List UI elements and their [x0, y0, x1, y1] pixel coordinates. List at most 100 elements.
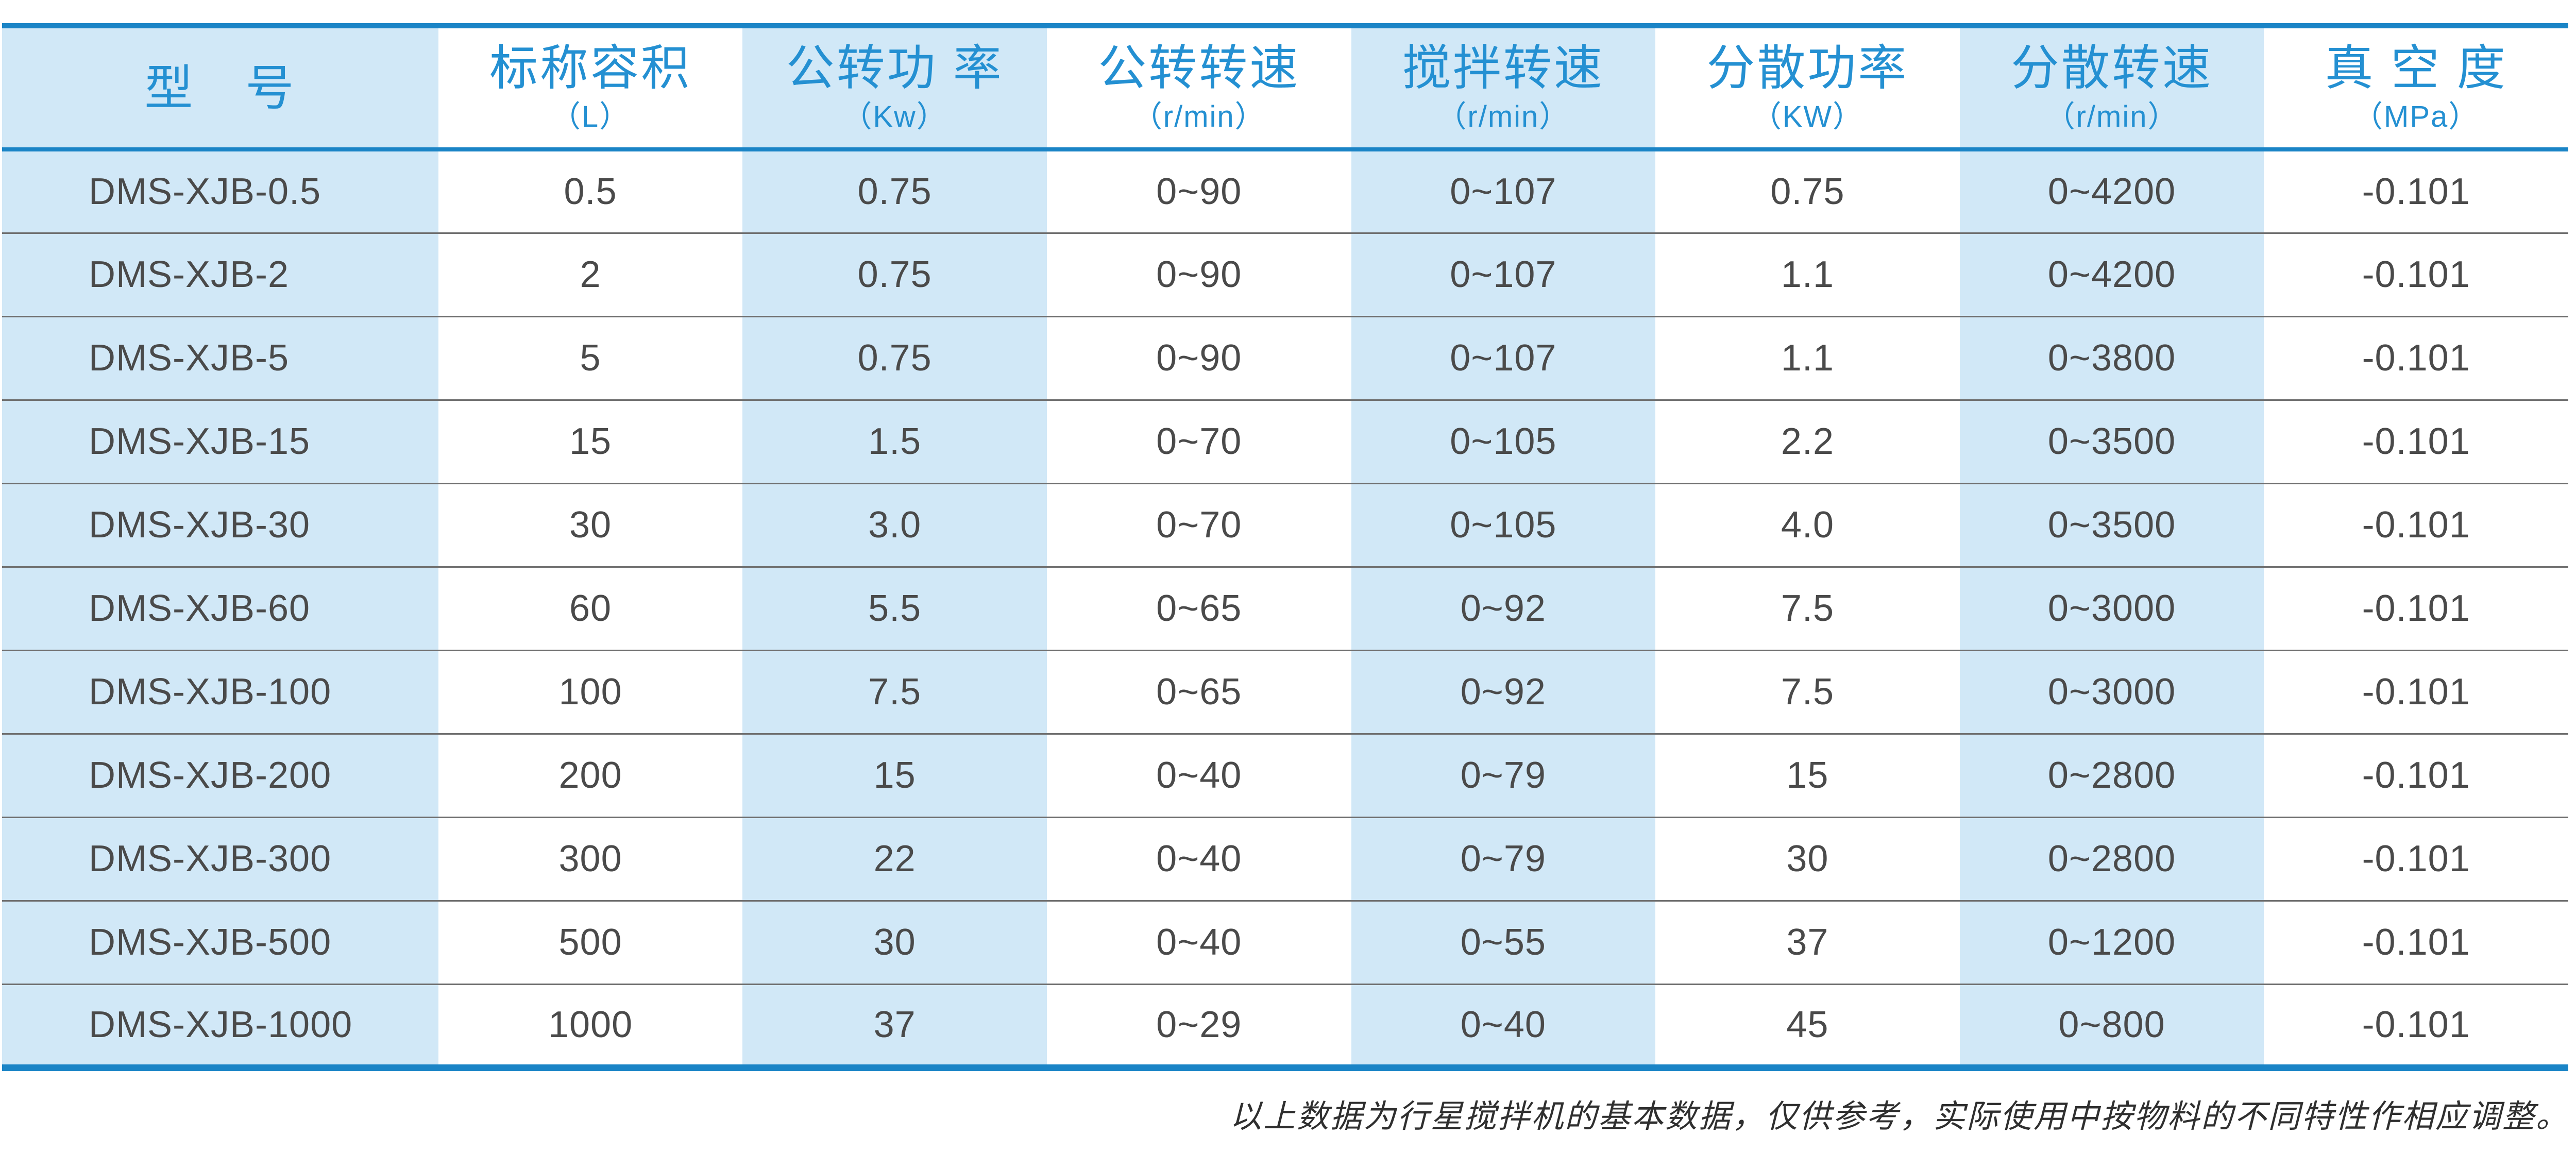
cell-model: DMS-XJB-5: [2, 316, 438, 400]
column-title: 搅拌转速: [1402, 41, 1604, 95]
cell-value: -0.101: [2264, 734, 2568, 817]
column-unit: （MPa）: [2353, 99, 2480, 133]
cell-value: 30: [438, 483, 743, 567]
column-title: 公转功 率: [786, 41, 1004, 95]
header-row: 型 号 标称容积 （L） 公转功 率 （Kw） 公转转速 （r/min） 搅拌转速 （r/min…: [2, 26, 2568, 149]
column-header: 公转功 率 （Kw）: [742, 26, 1047, 149]
cell-model: DMS-XJB-0.5: [2, 149, 438, 233]
cell-model: DMS-XJB-100: [2, 650, 438, 734]
column-header: 分散功率 （KW）: [1655, 26, 1960, 149]
table-row: DMS-XJB-60 60 5.5 0~65 0~92 7.5 0~3000 -0.101: [2, 567, 2568, 650]
table-row: DMS-XJB-0.5 0.5 0.75 0~90 0~107 0.75 0~4200 -0.…: [2, 149, 2568, 233]
cell-value: 4.0: [1655, 483, 1960, 567]
column-title: 分散功率: [1706, 41, 1909, 95]
cell-value: 3.0: [742, 483, 1047, 567]
cell-value: 0~107: [1351, 316, 1656, 400]
column-title: 型 号: [144, 60, 296, 115]
cell-value: 300: [438, 817, 743, 901]
cell-value: 0~70: [1046, 400, 1351, 483]
cell-value: -0.101: [2264, 817, 2568, 901]
cell-model: DMS-XJB-2: [2, 233, 438, 316]
footnote-text: 以上数据为行星搅拌机的基本数据，仅供参考，实际使用中按物料的不同特性作相应调整。: [1229, 1099, 2569, 1134]
cell-value: 2: [438, 233, 743, 316]
cell-value: 0~29: [1046, 984, 1351, 1068]
column-unit: （Kw）: [842, 99, 947, 133]
cell-value: 15: [742, 734, 1047, 817]
cell-value: 0~90: [1046, 316, 1351, 400]
cell-value: 0~3500: [1959, 400, 2264, 483]
spec-table-body: DMS-XJB-0.5 0.5 0.75 0~90 0~107 0.75 0~4200 -0.…: [2, 149, 2568, 1068]
cell-value: 0~40: [1351, 984, 1656, 1068]
cell-value: 0~55: [1351, 901, 1656, 984]
cell-value: 0~92: [1351, 567, 1656, 650]
cell-value: 7.5: [742, 650, 1047, 734]
cell-value: 0~90: [1046, 149, 1351, 233]
cell-value: 0~2800: [1959, 817, 2264, 901]
table-row: DMS-XJB-15 15 1.5 0~70 0~105 2.2 0~3500 -0.101: [2, 400, 2568, 483]
column-unit: （r/min）: [2045, 99, 2179, 133]
cell-value: 0~800: [1959, 984, 2264, 1068]
cell-value: -0.101: [2264, 149, 2568, 233]
cell-value: 0~4200: [1959, 149, 2264, 233]
cell-value: 30: [742, 901, 1047, 984]
cell-value: 0~107: [1351, 233, 1656, 316]
cell-value: -0.101: [2264, 400, 2568, 483]
cell-value: -0.101: [2264, 650, 2568, 734]
cell-value: 1.1: [1655, 316, 1960, 400]
cell-value: 0.75: [742, 233, 1047, 316]
column-unit: （KW）: [1751, 99, 1864, 133]
table-row: DMS-XJB-300 300 22 0~40 0~79 30 0~2800 -0.101: [2, 817, 2568, 901]
cell-model: DMS-XJB-30: [2, 483, 438, 567]
column-title: 分散转速: [2011, 41, 2213, 95]
table-row: DMS-XJB-1000 1000 37 0~29 0~40 45 0~800 -0.101: [2, 984, 2568, 1068]
column-title: 公转转速: [1098, 41, 1300, 95]
cell-value: 0~3000: [1959, 650, 2264, 734]
column-header: 型 号: [2, 26, 438, 149]
cell-value: 1.1: [1655, 233, 1960, 316]
cell-value: 15: [438, 400, 743, 483]
cell-value: 60: [438, 567, 743, 650]
cell-value: 0~40: [1046, 901, 1351, 984]
cell-value: 5.5: [742, 567, 1047, 650]
cell-value: 0~1200: [1959, 901, 2264, 984]
cell-value: 0~65: [1046, 650, 1351, 734]
column-unit: （r/min）: [1132, 99, 1266, 133]
cell-value: 15: [1655, 734, 1960, 817]
table-row: DMS-XJB-200 200 15 0~40 0~79 15 0~2800 -0.101: [2, 734, 2568, 817]
column-header: 真 空 度 （MPa）: [2264, 26, 2568, 149]
cell-value: 2.2: [1655, 400, 1960, 483]
cell-value: 500: [438, 901, 743, 984]
cell-value: -0.101: [2264, 901, 2568, 984]
column-header: 公转转速 （r/min）: [1046, 26, 1351, 149]
cell-value: 0.75: [742, 316, 1047, 400]
cell-value: 0~40: [1046, 734, 1351, 817]
cell-value: 45: [1655, 984, 1960, 1068]
cell-value: 37: [742, 984, 1047, 1068]
cell-value: 7.5: [1655, 650, 1960, 734]
cell-value: 0.75: [742, 149, 1047, 233]
cell-value: 200: [438, 734, 743, 817]
cell-value: -0.101: [2264, 233, 2568, 316]
cell-value: 1000: [438, 984, 743, 1068]
column-unit: （L）: [550, 99, 631, 133]
table-row: DMS-XJB-100 100 7.5 0~65 0~92 7.5 0~3000 -0.101: [2, 650, 2568, 734]
cell-value: 0~40: [1046, 817, 1351, 901]
cell-model: DMS-XJB-15: [2, 400, 438, 483]
cell-value: 0~65: [1046, 567, 1351, 650]
column-header: 标称容积 （L）: [438, 26, 743, 149]
column-title: 真 空 度: [2325, 41, 2507, 95]
cell-value: 0~79: [1351, 734, 1656, 817]
cell-model: DMS-XJB-60: [2, 567, 438, 650]
column-header: 分散转速 （r/min）: [1959, 26, 2264, 149]
cell-value: 0~2800: [1959, 734, 2264, 817]
cell-value: -0.101: [2264, 984, 2568, 1068]
cell-value: 0.75: [1655, 149, 1960, 233]
cell-value: 37: [1655, 901, 1960, 984]
table-row: DMS-XJB-5 5 0.75 0~90 0~107 1.1 0~3800 -0.101: [2, 316, 2568, 400]
cell-value: 7.5: [1655, 567, 1960, 650]
table-row: DMS-XJB-30 30 3.0 0~70 0~105 4.0 0~3500 -0.101: [2, 483, 2568, 567]
column-title: 标称容积: [489, 41, 692, 95]
cell-value: -0.101: [2264, 567, 2568, 650]
cell-value: 1.5: [742, 400, 1047, 483]
